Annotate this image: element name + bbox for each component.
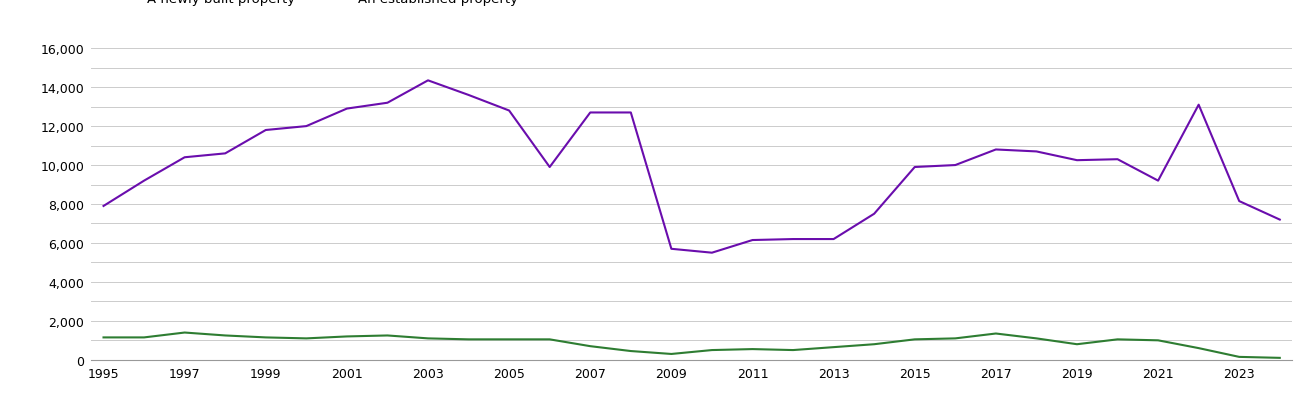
A newly built property <box>826 345 842 350</box>
A newly built property <box>420 336 436 341</box>
A newly built property <box>501 337 517 342</box>
A newly built property <box>542 337 557 342</box>
A newly built property <box>745 347 761 352</box>
An established property <box>705 251 720 256</box>
An established property <box>786 237 801 242</box>
A newly built property <box>258 335 274 340</box>
An established property <box>867 212 882 217</box>
An established property <box>663 247 679 252</box>
An established property <box>988 148 1004 153</box>
A newly built property <box>947 336 963 341</box>
An established property <box>622 111 638 116</box>
An established property <box>1272 218 1288 222</box>
A newly built property <box>663 352 679 357</box>
An established property <box>1191 103 1207 108</box>
A newly built property <box>176 330 192 335</box>
An established property <box>1150 179 1165 184</box>
An established property <box>582 111 598 116</box>
Legend: A newly built property, An established property: A newly built property, An established p… <box>98 0 523 11</box>
A newly built property <box>786 348 801 353</box>
An established property <box>826 237 842 242</box>
An established property <box>745 238 761 243</box>
An established property <box>95 204 111 209</box>
An established property <box>299 124 315 129</box>
A newly built property <box>339 334 355 339</box>
An established property <box>1028 150 1044 155</box>
A newly built property <box>1272 355 1288 360</box>
A newly built property <box>622 349 638 354</box>
A newly built property <box>1191 346 1207 351</box>
A newly built property <box>461 337 476 342</box>
A newly built property <box>1028 336 1044 341</box>
An established property <box>420 79 436 83</box>
An established property <box>461 93 476 98</box>
A newly built property <box>867 342 882 347</box>
A newly built property <box>705 348 720 353</box>
An established property <box>1109 157 1125 162</box>
A newly built property <box>582 344 598 349</box>
An established property <box>907 165 923 170</box>
A newly built property <box>136 335 151 340</box>
A newly built property <box>1069 342 1084 347</box>
An established property <box>176 155 192 160</box>
An established property <box>218 151 234 156</box>
A newly built property <box>380 333 395 338</box>
An established property <box>947 163 963 168</box>
Line: An established property: An established property <box>103 81 1280 253</box>
An established property <box>136 179 151 184</box>
A newly built property <box>988 331 1004 336</box>
An established property <box>501 109 517 114</box>
A newly built property <box>95 335 111 340</box>
An established property <box>542 165 557 170</box>
An established property <box>1069 158 1084 163</box>
A newly built property <box>1150 338 1165 343</box>
A newly built property <box>907 337 923 342</box>
An established property <box>258 128 274 133</box>
An established property <box>380 101 395 106</box>
A newly built property <box>1109 337 1125 342</box>
An established property <box>339 107 355 112</box>
An established property <box>1232 199 1248 204</box>
A newly built property <box>299 336 315 341</box>
A newly built property <box>1232 355 1248 360</box>
A newly built property <box>218 333 234 338</box>
Line: A newly built property: A newly built property <box>103 333 1280 358</box>
